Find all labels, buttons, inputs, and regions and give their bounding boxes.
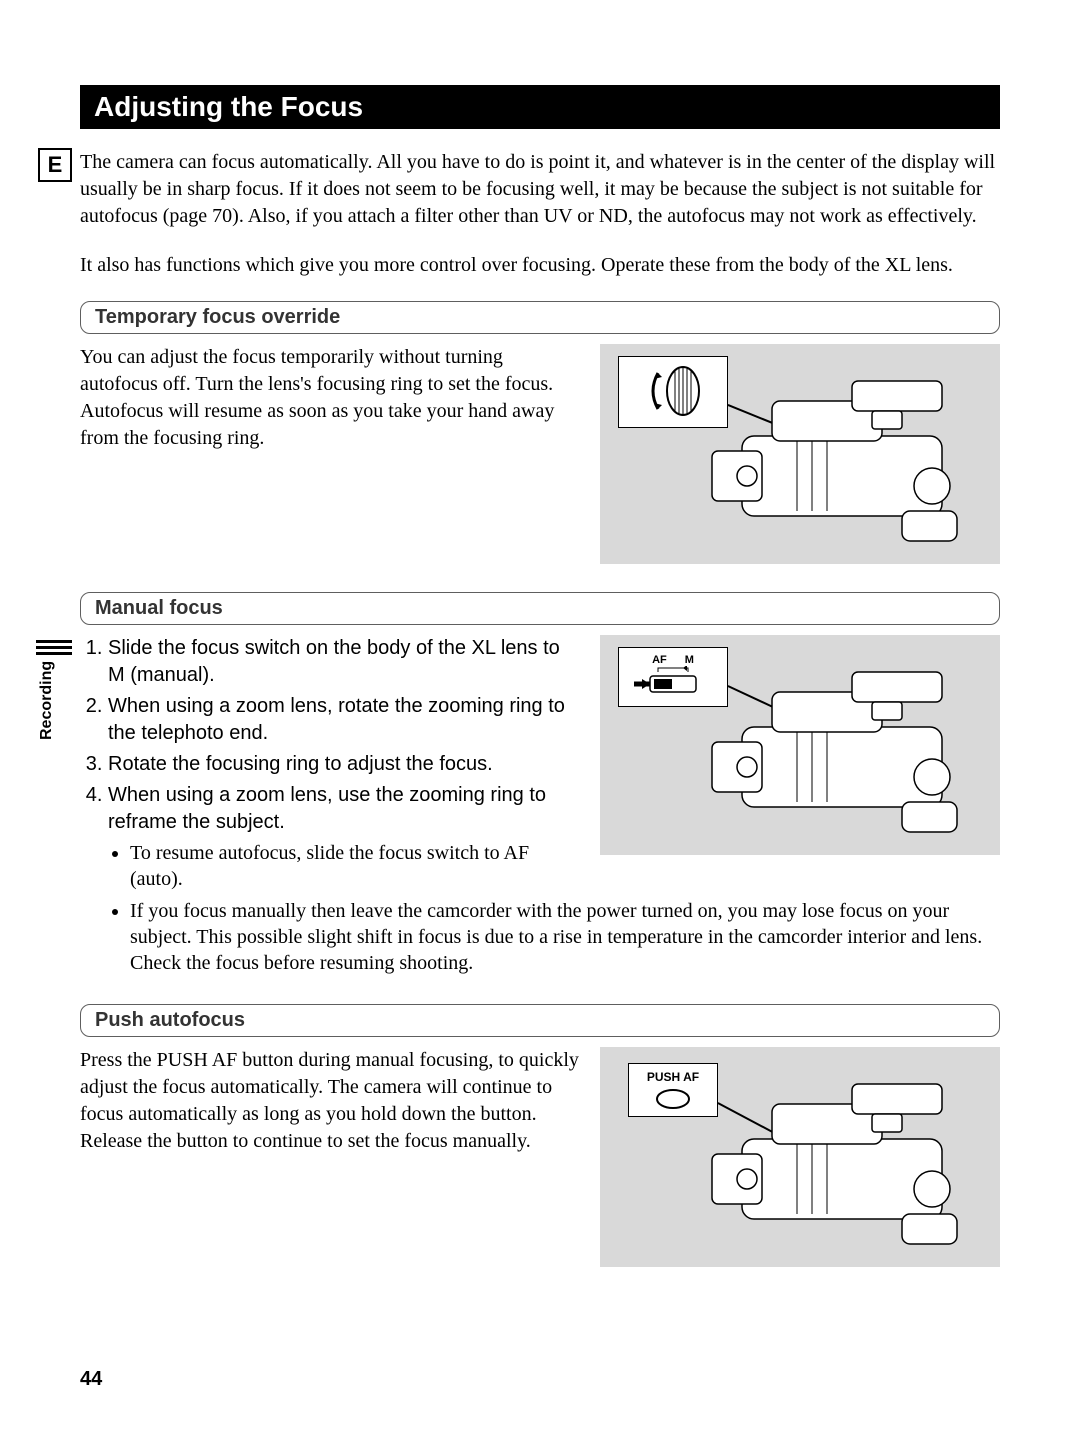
manual-bullets-top: To resume autofocus, slide the focus swi… — [80, 840, 580, 892]
push-illustration: PUSH AF — [600, 1047, 1000, 1267]
temporary-text: You can adjust the focus temporarily wit… — [80, 344, 580, 564]
section-tab-label: Recording — [38, 661, 56, 740]
m-label: M — [685, 654, 694, 666]
camera-icon — [702, 1059, 992, 1259]
camera-icon — [702, 647, 992, 847]
manual-text: Slide the focus switch on the body of th… — [80, 635, 580, 892]
manual-illustration: AF M — [600, 635, 1000, 855]
section-header-temporary: Temporary focus override — [80, 301, 1000, 334]
manual-step-3: Rotate the focusing ring to adjust the f… — [108, 751, 580, 778]
section-body-temporary: You can adjust the focus temporarily wit… — [80, 344, 1000, 564]
manual-bullet-2: If you focus manually then leave the cam… — [130, 898, 1000, 976]
intro-paragraph-2: It also has functions which give you mor… — [80, 252, 1000, 279]
language-marker: E — [38, 148, 72, 182]
af-label: AF — [652, 654, 667, 666]
push-button-icon — [653, 1088, 693, 1110]
manual-step-2: When using a zoom lens, rotate the zoomi… — [108, 693, 580, 747]
manual-bullet-1: To resume autofocus, slide the focus swi… — [130, 840, 580, 892]
tab-stripes — [36, 640, 72, 658]
push-text: Press the PUSH AF button during manual f… — [80, 1047, 580, 1267]
manual-steps: Slide the focus switch on the body of th… — [80, 635, 580, 836]
page-number: 44 — [80, 1368, 102, 1391]
section-header-manual: Manual focus — [80, 592, 1000, 625]
camera-icon — [702, 356, 992, 556]
manual-bullets-flow: If you focus manually then leave the cam… — [80, 898, 1000, 976]
section-header-push: Push autofocus — [80, 1004, 1000, 1037]
temporary-illustration — [600, 344, 1000, 564]
section-body-push: Press the PUSH AF button during manual f… — [80, 1047, 1000, 1267]
page-title: Adjusting the Focus — [80, 85, 1000, 129]
intro-paragraph-1: The camera can focus automatically. All … — [80, 149, 1000, 230]
section-body-manual: Slide the focus switch on the body of th… — [80, 635, 1000, 892]
push-af-label: PUSH AF — [637, 1070, 709, 1084]
manual-step-1: Slide the focus switch on the body of th… — [108, 635, 580, 689]
manual-step-4: When using a zoom lens, use the zooming … — [108, 782, 580, 836]
